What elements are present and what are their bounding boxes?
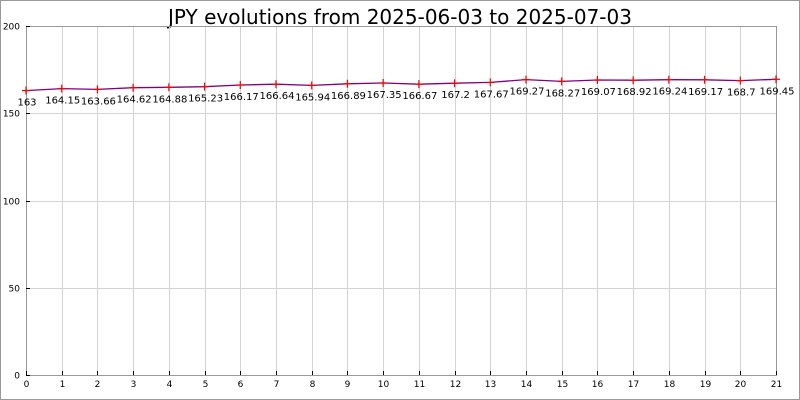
x-tick-label: 5 (203, 380, 209, 390)
series-jpy (22, 75, 780, 95)
data-point (557, 77, 566, 86)
data-point (164, 83, 173, 92)
x-tick-label: 9 (345, 380, 351, 390)
data-label: 164.15 (45, 96, 80, 107)
x-tick-label: 14 (521, 380, 533, 390)
y-tick-label: 200 (3, 23, 20, 33)
data-point (22, 86, 30, 95)
data-point (414, 80, 423, 89)
data-point (450, 79, 459, 88)
data-point (57, 84, 66, 93)
data-label: 169.45 (760, 86, 795, 97)
x-tick-label: 0 (24, 380, 30, 390)
y-tick-label: 50 (9, 285, 21, 295)
y-tick-label: 150 (3, 110, 20, 120)
x-tick-label: 11 (414, 380, 425, 390)
series-line (25, 78, 777, 92)
data-label: 169.17 (688, 87, 723, 98)
data-label: 166.17 (224, 92, 259, 103)
x-axis-ticks: 0 1 2 3 4 5 6 7 8 9 10 11 12 13 14 15 16 17 18 19 20 21 (24, 371, 782, 390)
data-point (200, 82, 209, 91)
data-label: 166.64 (260, 91, 295, 102)
data-point (129, 83, 138, 92)
data-point (486, 78, 495, 87)
data-point (772, 75, 780, 84)
x-tick-label: 17 (628, 380, 639, 390)
data-point (343, 79, 352, 88)
x-tick-label: 16 (592, 380, 604, 390)
data-label: 163.66 (81, 96, 116, 107)
data-point (93, 85, 102, 94)
data-label: 165.23 (188, 94, 223, 105)
x-tick-label: 20 (735, 380, 747, 390)
data-label: 167.35 (367, 90, 402, 101)
data-point (522, 75, 530, 84)
data-point (379, 78, 388, 87)
data-label: 169.27 (510, 87, 545, 98)
x-tick-label: 6 (238, 380, 244, 390)
data-point (629, 76, 638, 85)
data-point (700, 75, 709, 84)
data-point (236, 81, 245, 90)
data-point (736, 76, 745, 85)
data-label: 169.24 (652, 87, 687, 98)
data-point (272, 80, 280, 89)
data-labels: 163 164.15 163.66 164.62 164.88 165.23 166.17 1… (17, 86, 794, 108)
x-tick-label: 3 (131, 380, 137, 390)
x-tick-label: 2 (95, 380, 101, 390)
x-tick-label: 8 (310, 380, 316, 390)
data-label: 169.07 (581, 87, 616, 98)
x-tick-label: 10 (378, 380, 390, 390)
data-label: 167.67 (474, 89, 509, 100)
chart-title: JPY evolutions from 2025-06-03 to 2025-0… (166, 5, 632, 29)
x-tick-label: 21 (771, 380, 782, 390)
y-axis-ticks: 0 50 100 150 200 (3, 23, 30, 382)
x-tick-label: 1 (60, 380, 66, 390)
data-label: 163 (17, 98, 36, 109)
y-tick-label: 100 (3, 198, 20, 208)
x-tick-label: 19 (700, 380, 712, 390)
data-label: 168.27 (545, 88, 580, 99)
data-point (664, 75, 673, 84)
data-label: 168.7 (727, 88, 756, 99)
data-label: 164.62 (117, 95, 152, 106)
data-label: 166.89 (331, 91, 366, 102)
data-point (593, 75, 602, 84)
x-tick-label: 13 (485, 380, 496, 390)
data-point (307, 81, 316, 90)
data-label: 167.2 (441, 90, 470, 101)
x-tick-label: 18 (664, 380, 676, 390)
data-label: 168.92 (617, 87, 652, 98)
x-tick-label: 4 (167, 380, 173, 390)
data-label: 164.88 (152, 94, 187, 105)
x-tick-label: 15 (557, 380, 568, 390)
x-tick-label: 7 (274, 380, 280, 390)
data-label: 165.94 (295, 92, 330, 103)
y-tick-label: 0 (14, 372, 20, 382)
x-tick-label: 12 (450, 380, 461, 390)
data-label: 166.67 (402, 91, 437, 102)
